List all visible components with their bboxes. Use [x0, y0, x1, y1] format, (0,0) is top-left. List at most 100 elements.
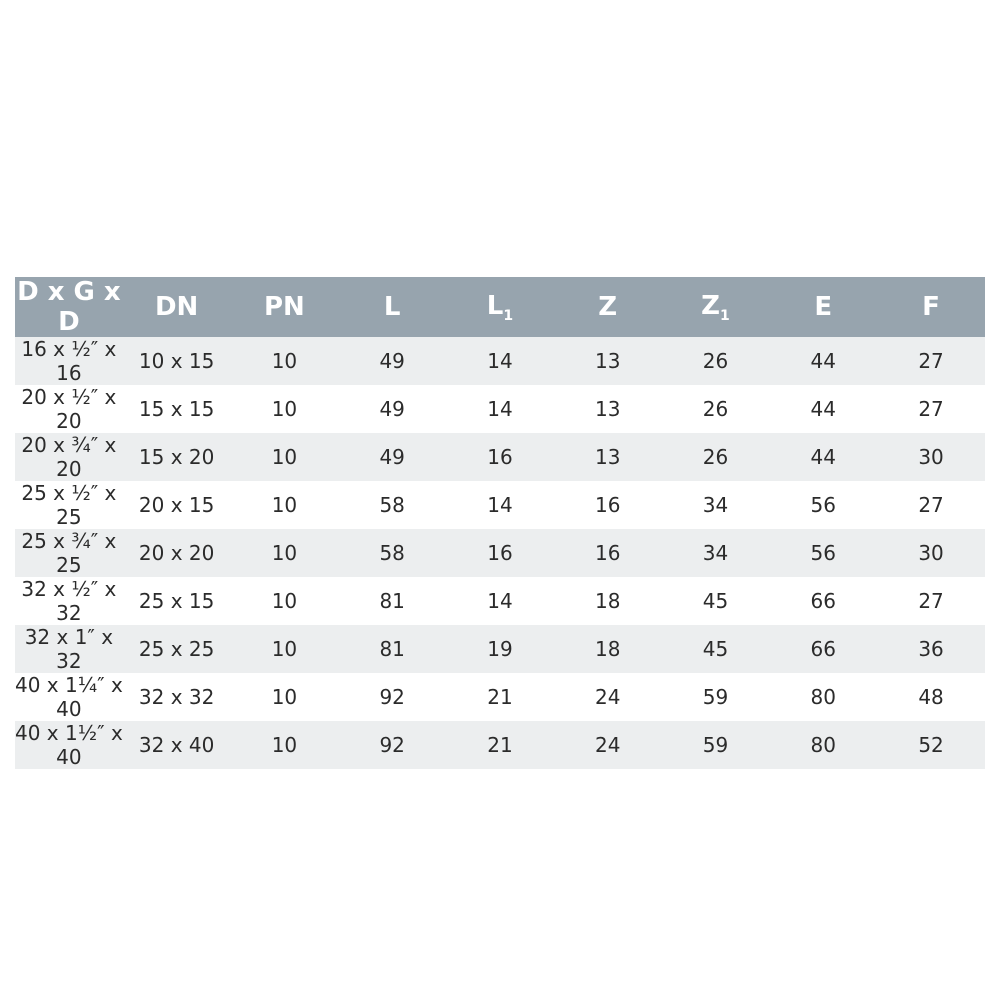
- column-header-label: PN: [264, 292, 305, 322]
- table-cell: 10: [230, 673, 339, 721]
- column-header-subscript: 1: [503, 307, 514, 324]
- table-row: 25 x ¾″ x 25 20 x 20 10 58 16 16 34 56 30: [15, 529, 985, 577]
- table-cell: 56: [769, 529, 878, 577]
- table-cell: 14: [446, 337, 554, 385]
- column-header-label: Z: [598, 292, 618, 322]
- column-header: Z1: [661, 277, 770, 337]
- table-cell: 49: [338, 337, 447, 385]
- table-cell: 16: [553, 481, 662, 529]
- table-cell: 25 x 15: [122, 577, 231, 625]
- table-cell: 26: [661, 385, 770, 433]
- table-cell: 14: [446, 481, 554, 529]
- table-cell: 25 x ¾″ x 25: [15, 529, 123, 577]
- table-row: 40 x 1½″ x 40 32 x 40 10 92 21 24 59 80 52: [15, 721, 985, 769]
- table-cell: 21: [446, 721, 554, 769]
- table-cell: 81: [338, 625, 447, 673]
- table-cell: 13: [553, 433, 662, 481]
- table-cell: 20 x ¾″ x 20: [15, 433, 123, 481]
- header-row: D x G x D DN PN L L1 Z Z1 E F: [15, 277, 985, 337]
- table-cell: 27: [877, 337, 985, 385]
- table-row: 20 x ¾″ x 20 15 x 20 10 49 16 13 26 44 30: [15, 433, 985, 481]
- table-cell: 27: [877, 481, 985, 529]
- table-cell: 32 x 32: [122, 673, 231, 721]
- table-cell: 49: [338, 385, 447, 433]
- column-header: Z: [553, 277, 662, 337]
- table-cell: 34: [661, 481, 770, 529]
- table-cell: 44: [769, 385, 878, 433]
- table-cell: 36: [877, 625, 985, 673]
- table-cell: 45: [661, 625, 770, 673]
- column-header-label: Z: [701, 290, 721, 321]
- table-cell: 14: [446, 577, 554, 625]
- table-cell: 44: [769, 337, 878, 385]
- table-cell: 49: [338, 433, 447, 481]
- table-cell: 48: [877, 673, 985, 721]
- table-row: 40 x 1¼″ x 40 32 x 32 10 92 21 24 59 80 48: [15, 673, 985, 721]
- table-row: 32 x ½″ x 32 25 x 15 10 81 14 18 45 66 27: [15, 577, 985, 625]
- table-cell: 20 x 20: [122, 529, 231, 577]
- table-cell: 80: [769, 673, 878, 721]
- table-cell: 20 x 15: [122, 481, 231, 529]
- table-cell: 26: [661, 337, 770, 385]
- table-cell: 24: [553, 673, 662, 721]
- column-header-label: L: [486, 290, 504, 321]
- table-cell: 32 x 1″ x 32: [15, 625, 123, 673]
- table-cell: 25 x ½″ x 25: [15, 481, 123, 529]
- table-cell: 13: [553, 385, 662, 433]
- column-header-label: E: [814, 292, 833, 322]
- column-header: E: [769, 277, 878, 337]
- table-cell: 27: [877, 577, 985, 625]
- column-header: DN: [122, 277, 231, 337]
- column-header: D x G x D: [15, 277, 123, 337]
- table-cell: 10: [230, 385, 339, 433]
- column-header: PN: [230, 277, 339, 337]
- table-cell: 13: [553, 337, 662, 385]
- table-cell: 19: [446, 625, 554, 673]
- table-cell: 27: [877, 385, 985, 433]
- table-cell: 10: [230, 433, 339, 481]
- column-header-subscript: 1: [720, 307, 730, 324]
- table-cell: 16 x ½″ x 16: [15, 337, 123, 385]
- table-cell: 44: [769, 433, 878, 481]
- table-row: 32 x 1″ x 32 25 x 25 10 81 19 18 45 66 36: [15, 625, 985, 673]
- table-cell: 21: [446, 673, 554, 721]
- table-cell: 32 x ½″ x 32: [15, 577, 123, 625]
- table-cell: 25 x 25: [122, 625, 231, 673]
- table-cell: 16: [446, 529, 554, 577]
- table-row: 16 x ½″ x 16 10 x 15 10 49 14 13 26 44 27: [15, 337, 985, 385]
- table-cell: 40 x 1½″ x 40: [15, 721, 123, 769]
- table-cell: 15 x 15: [122, 385, 231, 433]
- table-cell: 59: [661, 721, 770, 769]
- table-cell: 10: [230, 625, 339, 673]
- table-cell: 20 x ½″ x 20: [15, 385, 123, 433]
- table-cell: 92: [338, 721, 447, 769]
- table-cell: 32 x 40: [122, 721, 231, 769]
- column-header-label: F: [922, 292, 940, 322]
- table-cell: 18: [553, 577, 662, 625]
- table-cell: 58: [338, 529, 447, 577]
- column-header: F: [877, 277, 985, 337]
- table-cell: 14: [446, 385, 554, 433]
- column-header-label: D x G x D: [17, 277, 121, 337]
- table-row: 25 x ½″ x 25 20 x 15 10 58 14 16 34 56 27: [15, 481, 985, 529]
- table-cell: 24: [553, 721, 662, 769]
- table-cell: 30: [877, 529, 985, 577]
- table-cell: 66: [769, 625, 878, 673]
- table-cell: 10: [230, 577, 339, 625]
- table-cell: 56: [769, 481, 878, 529]
- table-cell: 10: [230, 337, 339, 385]
- column-header-label: DN: [154, 292, 199, 322]
- dimensions-table: D x G x D DN PN L L1 Z Z1 E F 16 x ½″ x 16 10 x 1…: [15, 277, 985, 769]
- table-cell: 16: [553, 529, 662, 577]
- table-cell: 30: [877, 433, 985, 481]
- table-cell: 92: [338, 673, 447, 721]
- table-cell: 16: [446, 433, 554, 481]
- table-cell: 58: [338, 481, 447, 529]
- table-cell: 15 x 20: [122, 433, 231, 481]
- table-cell: 26: [661, 433, 770, 481]
- table-cell: 52: [877, 721, 985, 769]
- table-cell: 45: [661, 577, 770, 625]
- table-cell: 66: [769, 577, 878, 625]
- table-row: 20 x ½″ x 20 15 x 15 10 49 14 13 26 44 27: [15, 385, 985, 433]
- table-cell: 10 x 15: [122, 337, 231, 385]
